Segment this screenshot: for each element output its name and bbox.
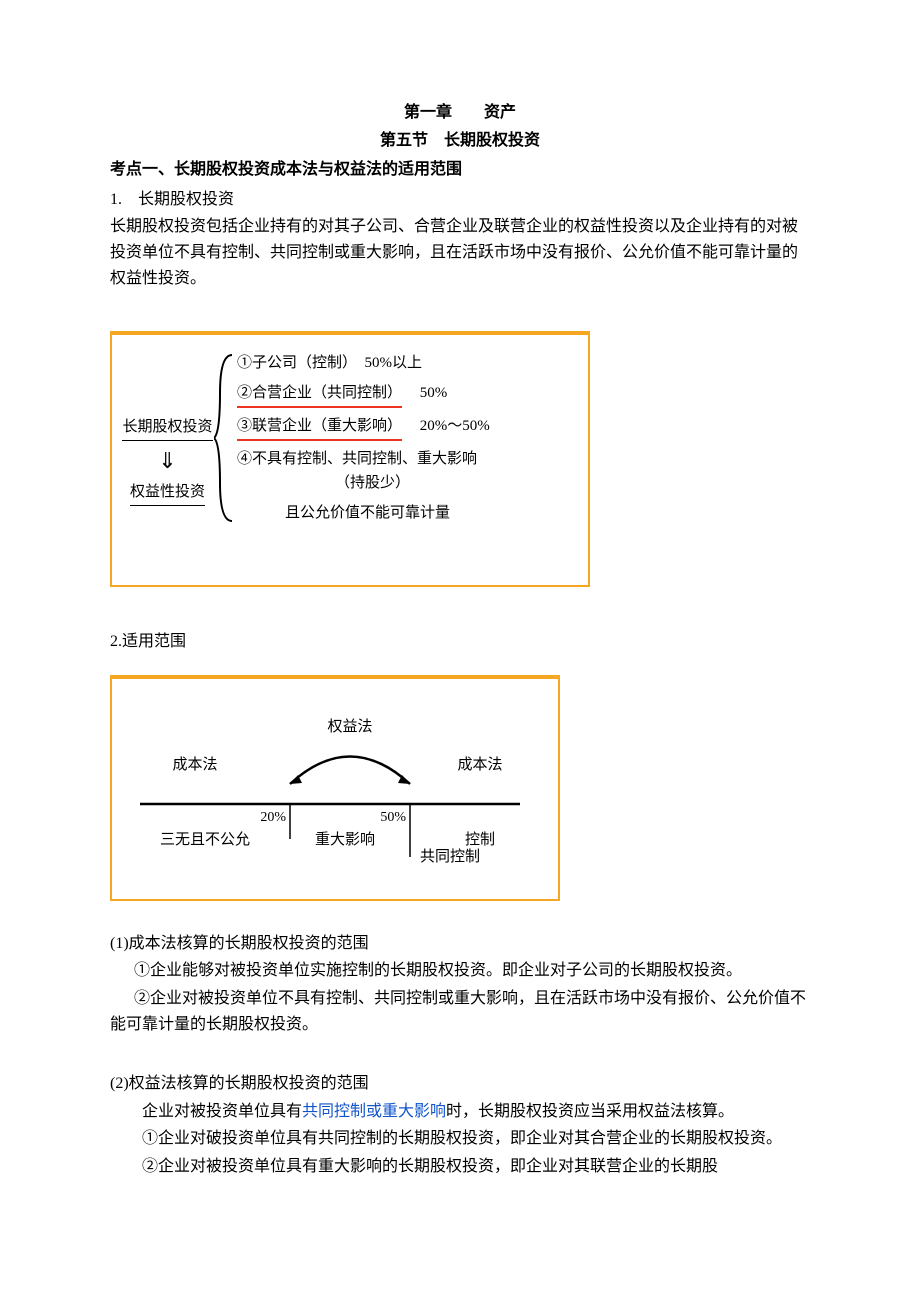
d1-row2-pct: 50%: [420, 385, 448, 401]
scope2-b1: ①企业对破投资单位具有共同控制的长期股权投资，即企业对其合营企业的长期股权投资。: [110, 1126, 810, 1152]
scope1-title: (1)成本法核算的长期股权投资的范围: [110, 931, 810, 957]
p1-body: 长期股权投资包括企业持有的对其子公司、合营企业及联营企业的权益性投资以及企业持有…: [110, 214, 810, 291]
chapter-title: 第一章 资产: [110, 100, 810, 126]
scope2-title: (2)权益法核算的长期股权投资的范围: [110, 1071, 810, 1097]
d2-top-right: 成本法: [457, 756, 502, 773]
diagram-classification: 长期股权投资 ⇓ 权益性投资 ①子公司（控制） 50%以上 ②合营企业（共同控制…: [110, 331, 590, 587]
diagram-scope: 权益法 成本法 成本法 20% 50% 三无且不公允 重大影响 共同控制 控制: [110, 675, 560, 901]
scope2-lead-blue: 共同控制或重大影响: [302, 1103, 446, 1120]
d1-row4b: （持股少）: [215, 471, 580, 495]
scope2-lead: 企业对被投资单位具有共同控制或重大影响时，长期股权投资应当采用权益法核算。: [110, 1099, 810, 1125]
d1-left-bottom: 权益性投资: [130, 480, 205, 506]
d2-top-left: 成本法: [172, 756, 217, 773]
d2-tick2: 50%: [380, 810, 406, 825]
d1-left-top: 长期股权投资: [122, 415, 212, 441]
d1-row4a: ④不具有控制、共同控制、重大影响: [215, 447, 580, 471]
scope2-b2: ②企业对被投资单位具有重大影响的长期股权投资，即企业对其联营企业的长期股: [110, 1154, 810, 1180]
d2-top-center: 权益法: [327, 718, 372, 735]
d1-row3-pct: 20%～50%: [420, 418, 490, 434]
scope2-lead-a: 企业对被投资单位具有: [142, 1103, 302, 1120]
d2-lbl-right: 控制: [465, 831, 495, 848]
d2-tick1: 20%: [260, 810, 286, 825]
scope1-b2: ②企业对被投资单位不具有控制、共同控制或重大影响，且在活跃市场中没有报价、公允价…: [110, 986, 810, 1037]
d1-row5: 且公允价值不能可靠计量: [215, 501, 580, 525]
d2-lbl-mid2: 共同控制: [420, 848, 480, 865]
d2-lbl-left: 三无且不公允: [160, 831, 250, 848]
scope-chart: 权益法 成本法 成本法 20% 50% 三无且不公允 重大影响 共同控制 控制: [120, 689, 540, 879]
scope2-lead-b: 时，长期股权投资应当采用权益法核算。: [446, 1103, 734, 1120]
d2-lbl-mid: 重大影响: [315, 831, 375, 848]
d1-row3: ③联营企业（重大影响）: [237, 414, 402, 441]
d1-row1: ①子公司（控制） 50%以上: [215, 351, 580, 375]
section-title: 第五节 长期股权投资: [110, 128, 810, 154]
p1-label: 1. 长期股权投资: [110, 187, 810, 213]
d1-row2: ②合营企业（共同控制）: [237, 381, 402, 408]
topic-heading: 考点一、长期股权投资成本法与权益法的适用范围: [110, 157, 810, 183]
p2-label: 2.适用范围: [110, 629, 810, 655]
scope1-b1: ①企业能够对被投资单位实施控制的长期股权投资。即企业对子公司的长期股权投资。: [110, 958, 810, 984]
down-arrow-icon: ⇓: [158, 443, 176, 478]
